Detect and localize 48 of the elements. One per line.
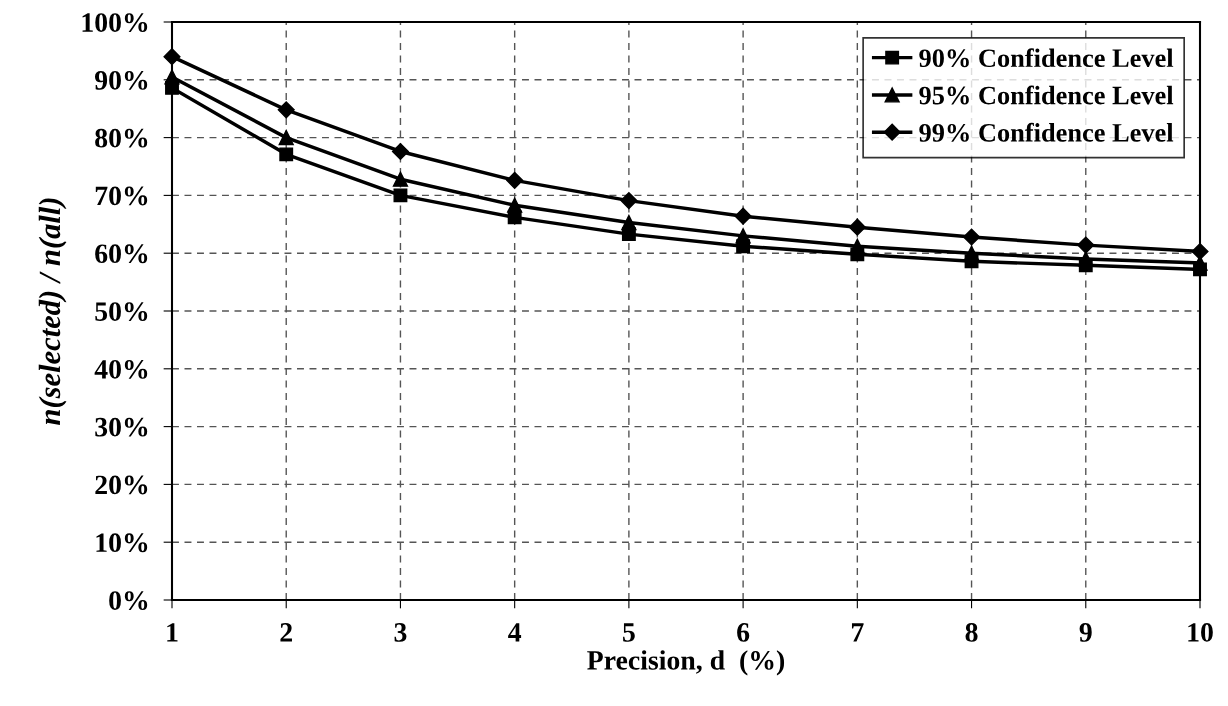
y-tick-label: 30% — [95, 417, 148, 437]
x-tick-label: 8 — [965, 623, 978, 642]
y-tick-label: 40% — [94, 359, 148, 379]
y-axis-title: n(selected) / n(all) — [38, 198, 67, 425]
y-tick-label: 70% — [95, 186, 148, 206]
point — [1078, 258, 1093, 273]
x-tick-label: 1 — [167, 623, 178, 642]
point — [963, 228, 981, 246]
y-tick-label: 10% — [96, 533, 148, 553]
point — [1191, 242, 1209, 261]
point — [393, 188, 408, 203]
x-axis-title: Precision, d (%) — [587, 650, 785, 676]
legend-label: 95% Confidence Level — [919, 85, 1174, 105]
point — [391, 142, 409, 161]
point — [850, 247, 865, 262]
point — [848, 218, 866, 236]
point — [165, 80, 179, 95]
y-tick-label: 0% — [109, 591, 148, 610]
legend-label: 90% Confidence Level — [919, 48, 1174, 68]
x-tick-label: 5 — [623, 623, 635, 642]
point — [620, 192, 638, 210]
x-tick-label: 4 — [508, 623, 522, 642]
y-tick-label: 100% — [82, 13, 148, 32]
x-tick-label: 2 — [280, 623, 292, 642]
point — [163, 48, 181, 66]
point — [506, 171, 524, 189]
y-tick-label: 80% — [95, 128, 148, 148]
point — [507, 210, 522, 225]
y-tick-label: 20% — [95, 475, 148, 495]
point — [277, 101, 295, 119]
point — [278, 129, 294, 146]
point — [1193, 262, 1207, 277]
point — [734, 207, 752, 225]
point — [621, 227, 636, 242]
x-tick-label: 3 — [394, 623, 407, 642]
y-tick-label: 90% — [94, 70, 148, 90]
x-tick-label: 7 — [851, 623, 864, 642]
point — [964, 254, 979, 269]
point — [1077, 236, 1095, 254]
x-tick-label: 6 — [737, 623, 750, 642]
legend-label: 99% Confidence Level — [919, 122, 1174, 142]
y-tick-label: 60% — [95, 244, 148, 264]
point — [392, 171, 409, 187]
x-tick-label: 10 — [1188, 623, 1213, 642]
point — [736, 239, 751, 254]
y-tick-label: 50% — [95, 302, 148, 321]
point — [279, 147, 294, 162]
x-tick-label: 9 — [1079, 623, 1092, 642]
